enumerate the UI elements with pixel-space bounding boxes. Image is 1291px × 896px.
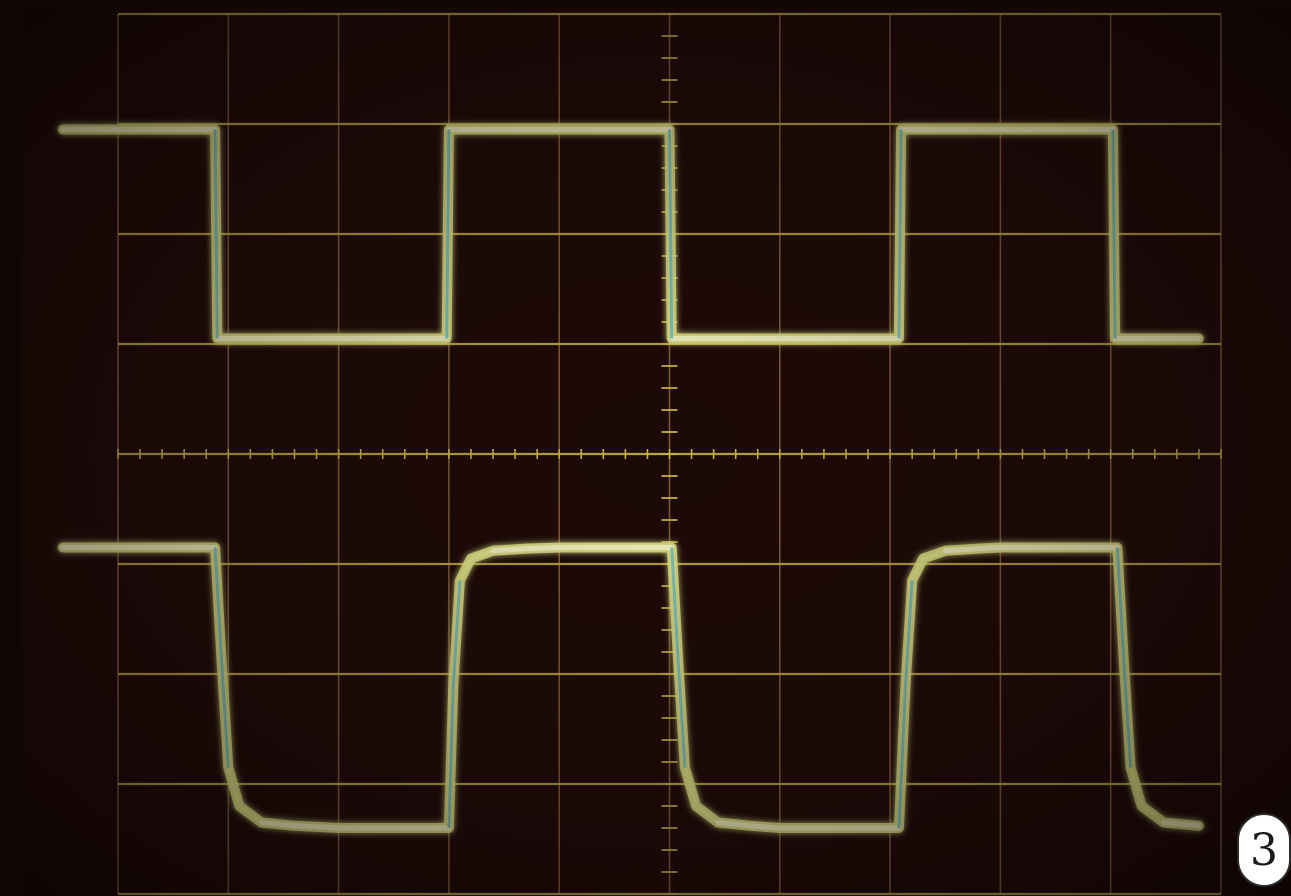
- screen-vignette: [22, 8, 1291, 896]
- figure-number: 3: [1250, 824, 1278, 876]
- figure-number-badge: 3: [1237, 813, 1291, 887]
